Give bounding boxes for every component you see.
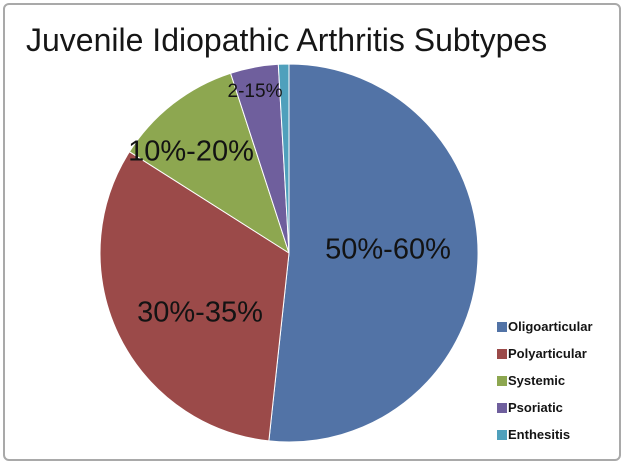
legend: Oligoarticular Polyarticular Systemic Ps… (497, 313, 593, 448)
legend-label-enthesitis: Enthesitis (508, 427, 571, 442)
pie-slice-polyarticular (99, 151, 290, 442)
legend-item-oligoarticular: Oligoarticular (497, 313, 593, 340)
slice-label-psoriatic: 2-15% (227, 81, 283, 102)
pie-slice-oligoarticular (268, 63, 479, 443)
legend-swatch-psoriatic (497, 402, 507, 413)
legend-label-polyarticular: Polyarticular (508, 346, 587, 361)
legend-swatch-polyarticular (497, 348, 507, 359)
chart-title: Juvenile Idiopathic Arthritis Subtypes (26, 22, 548, 58)
legend-item-polyarticular: Polyarticular (497, 340, 593, 367)
legend-label-systemic: Systemic (508, 373, 566, 388)
legend-swatch-enthesitis (497, 429, 507, 440)
legend-swatch-systemic (497, 375, 507, 386)
legend-item-psoriatic: Psoriatic (497, 394, 593, 421)
pie-slice-enthesitis (277, 63, 290, 254)
slice-label-oligoarticular: 50%-60% (325, 233, 451, 266)
legend-label-psoriatic: Psoriatic (508, 400, 563, 415)
pie-slice-systemic (128, 72, 290, 254)
legend-item-enthesitis: Enthesitis (497, 421, 593, 448)
slice-label-systemic: 10%-20% (128, 135, 254, 168)
legend-label-oligoarticular: Oligoarticular (508, 319, 593, 334)
slice-label-polyarticular: 30%-35% (137, 296, 263, 329)
legend-swatch-oligoarticular (497, 321, 507, 332)
legend-item-systemic: Systemic (497, 367, 593, 394)
pie-chart (99, 63, 479, 443)
